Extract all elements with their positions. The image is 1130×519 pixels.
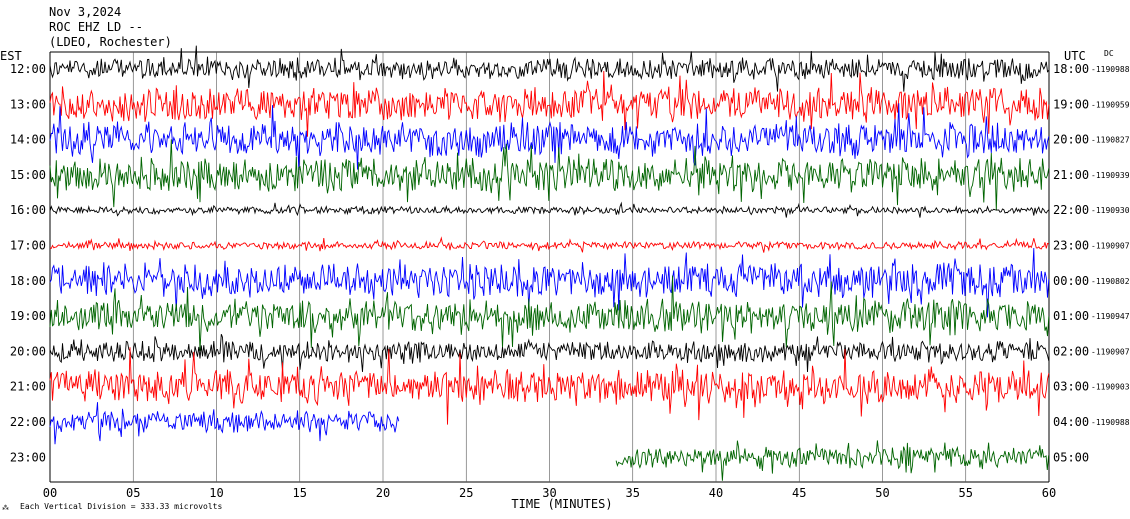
x-ticks: 00 05 10 15 20 25 30 35 40 45 50 55 60 [43, 486, 1056, 500]
dc-offset-label: -1190947 [1091, 312, 1130, 321]
trace-green-1900 [49, 275, 1050, 351]
x-tick-label: 55 [959, 486, 973, 500]
x-tick-label: 60 [1042, 486, 1056, 500]
utc-hour-label: 03:00 [1053, 380, 1089, 394]
est-hour-label: 12:00 [10, 62, 46, 76]
est-hour-label: 19:00 [10, 309, 46, 323]
dc-offset-label: -1190959 [1091, 100, 1130, 109]
utc-hour-label: 00:00 [1053, 274, 1089, 288]
x-tick-label: 15 [293, 486, 307, 500]
utc-hour-label: 01:00 [1053, 309, 1089, 323]
trace-red-1300 [49, 70, 1050, 137]
trace-black-2000 [49, 333, 1050, 373]
x-tick-label: 35 [626, 486, 640, 500]
trace-black-1200 [49, 45, 1050, 92]
dc-offset-label: -1190988 [1091, 418, 1130, 427]
dc-label: DC [1104, 49, 1114, 58]
est-hour-label: 22:00 [10, 415, 46, 429]
trace-green-1500 [49, 139, 1050, 211]
x-tick-label: 25 [459, 486, 473, 500]
trace-red-1700 [49, 236, 1049, 253]
dc-offset-label: -1190907 [1091, 347, 1130, 356]
chart-date: Nov 3,2024 [49, 5, 121, 19]
utc-hour-label: 05:00 [1053, 450, 1089, 464]
est-hour-label: 23:00 [10, 450, 46, 464]
chart-station: ROC EHZ LD -- [49, 20, 143, 34]
x-tick-label: 20 [376, 486, 390, 500]
est-hour-label: 17:00 [10, 239, 46, 253]
dc-offset-label: -1190903 [1091, 383, 1130, 392]
grid [49, 51, 1050, 483]
utc-hour-label: 18:00 [1053, 62, 1089, 76]
footnote-mark: ⁂ [2, 504, 9, 512]
trace-red-2100 [49, 347, 1050, 425]
est-hour-label: 13:00 [10, 97, 46, 111]
utc-hour-label: 23:00 [1053, 239, 1089, 253]
x-tick-label: 40 [709, 486, 723, 500]
dc-offset-label: -1190930 [1091, 206, 1130, 215]
x-tick-label: 50 [875, 486, 889, 500]
trace-blue-2200 [49, 402, 400, 445]
est-hour-label: 14:00 [10, 133, 46, 147]
utc-hour-label: 21:00 [1053, 168, 1089, 182]
x-tick-label: 10 [209, 486, 223, 500]
right-axis-label: UTC [1064, 49, 1086, 63]
trace-blue-1800 [49, 247, 1050, 318]
x-tick-label: 45 [792, 486, 806, 500]
trace-black-1600 [49, 201, 1050, 218]
utc-hour-label: 19:00 [1053, 97, 1089, 111]
x-tick-label: 30 [542, 486, 556, 500]
chart-location: (LDEO, Rochester) [49, 35, 172, 49]
x-tick-label: 05 [126, 486, 140, 500]
dc-offset-label: -1190827 [1091, 136, 1130, 145]
left-axis-label: EST [0, 49, 22, 63]
utc-hour-label: 20:00 [1053, 133, 1089, 147]
traces [49, 45, 1050, 481]
trace-blue-1400 [49, 103, 1050, 171]
est-hour-label: 16:00 [10, 203, 46, 217]
dc-offset-label: -1190802 [1091, 277, 1130, 286]
utc-hour-label: 04:00 [1053, 415, 1089, 429]
x-tick-label: 00 [43, 486, 57, 500]
x-axis-label: TIME (MINUTES) [511, 497, 612, 511]
est-hour-label: 15:00 [10, 168, 46, 182]
dc-offset-label: -1190988 [1091, 65, 1130, 74]
est-hour-label: 20:00 [10, 344, 46, 358]
est-hour-label: 21:00 [10, 380, 46, 394]
est-hour-label: 18:00 [10, 274, 46, 288]
footnote: Each Vertical Division = 333.33 microvol… [20, 502, 222, 511]
utc-hour-label: 02:00 [1053, 344, 1089, 358]
dc-offset-label: -1190939 [1091, 171, 1130, 180]
trace-green-2300 [615, 440, 1050, 481]
utc-hour-label: 22:00 [1053, 203, 1089, 217]
dc-offset-label: -1190907 [1091, 242, 1130, 251]
